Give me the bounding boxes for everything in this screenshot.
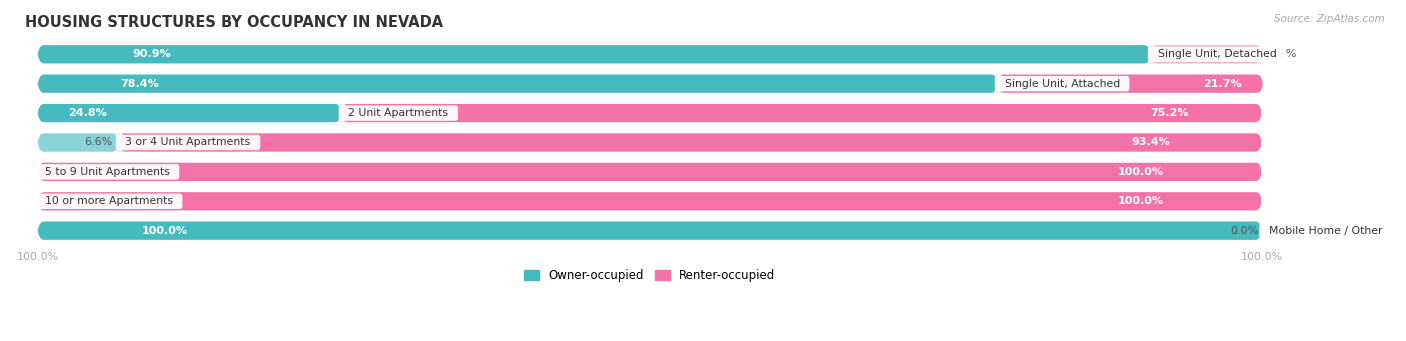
- Text: Single Unit, Attached: Single Unit, Attached: [997, 79, 1126, 89]
- Text: 75.2%: 75.2%: [1150, 108, 1188, 118]
- Text: 0.0%: 0.0%: [1230, 226, 1258, 236]
- Text: 90.9%: 90.9%: [132, 49, 172, 59]
- Text: 3 or 4 Unit Apartments: 3 or 4 Unit Apartments: [118, 137, 257, 148]
- FancyBboxPatch shape: [38, 163, 1263, 181]
- FancyBboxPatch shape: [118, 133, 1263, 152]
- FancyBboxPatch shape: [38, 133, 1263, 152]
- Text: 2 Unit Apartments: 2 Unit Apartments: [342, 108, 456, 118]
- Text: 100.0%: 100.0%: [1118, 196, 1164, 206]
- Text: HOUSING STRUCTURES BY OCCUPANCY IN NEVADA: HOUSING STRUCTURES BY OCCUPANCY IN NEVAD…: [25, 15, 443, 30]
- Text: 24.8%: 24.8%: [67, 108, 107, 118]
- Text: 0.0%: 0.0%: [41, 196, 70, 206]
- Text: 100.0%: 100.0%: [142, 226, 188, 236]
- Text: 9.1%: 9.1%: [1268, 49, 1296, 59]
- FancyBboxPatch shape: [38, 163, 1263, 181]
- Text: Source: ZipAtlas.com: Source: ZipAtlas.com: [1274, 14, 1385, 24]
- Text: 0.0%: 0.0%: [41, 167, 70, 177]
- FancyBboxPatch shape: [38, 192, 1263, 210]
- Text: Single Unit, Detached: Single Unit, Detached: [1150, 49, 1284, 59]
- Text: 78.4%: 78.4%: [121, 79, 159, 89]
- FancyBboxPatch shape: [1150, 45, 1263, 63]
- Text: Mobile Home / Other: Mobile Home / Other: [1263, 226, 1389, 236]
- FancyBboxPatch shape: [38, 192, 1263, 210]
- FancyBboxPatch shape: [38, 45, 1263, 63]
- FancyBboxPatch shape: [38, 45, 1150, 63]
- FancyBboxPatch shape: [997, 75, 1263, 93]
- FancyBboxPatch shape: [38, 75, 997, 93]
- FancyBboxPatch shape: [38, 133, 118, 152]
- FancyBboxPatch shape: [38, 104, 342, 122]
- FancyBboxPatch shape: [38, 222, 1263, 240]
- FancyBboxPatch shape: [38, 75, 1263, 93]
- Text: 6.6%: 6.6%: [84, 137, 112, 148]
- Text: 100.0%: 100.0%: [1118, 167, 1164, 177]
- FancyBboxPatch shape: [38, 104, 1263, 122]
- Text: 5 to 9 Unit Apartments: 5 to 9 Unit Apartments: [38, 167, 177, 177]
- Text: 10 or more Apartments: 10 or more Apartments: [38, 196, 180, 206]
- Text: 93.4%: 93.4%: [1132, 137, 1170, 148]
- Text: 21.7%: 21.7%: [1204, 79, 1241, 89]
- Legend: Owner-occupied, Renter-occupied: Owner-occupied, Renter-occupied: [520, 264, 780, 287]
- FancyBboxPatch shape: [38, 222, 1263, 240]
- FancyBboxPatch shape: [342, 104, 1263, 122]
